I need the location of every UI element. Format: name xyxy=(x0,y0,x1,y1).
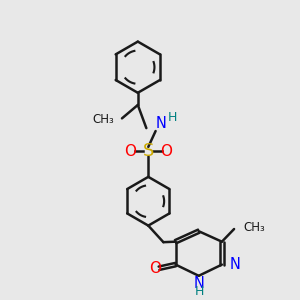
Text: H: H xyxy=(168,111,177,124)
Text: S: S xyxy=(142,142,154,160)
Text: O: O xyxy=(124,144,136,159)
Text: N: N xyxy=(156,116,167,131)
Text: O: O xyxy=(148,261,160,276)
Text: CH₃: CH₃ xyxy=(92,113,114,126)
Text: CH₃: CH₃ xyxy=(243,220,265,234)
Text: N: N xyxy=(194,276,205,291)
Text: O: O xyxy=(160,144,172,159)
Text: H: H xyxy=(194,285,204,298)
Text: N: N xyxy=(230,257,241,272)
